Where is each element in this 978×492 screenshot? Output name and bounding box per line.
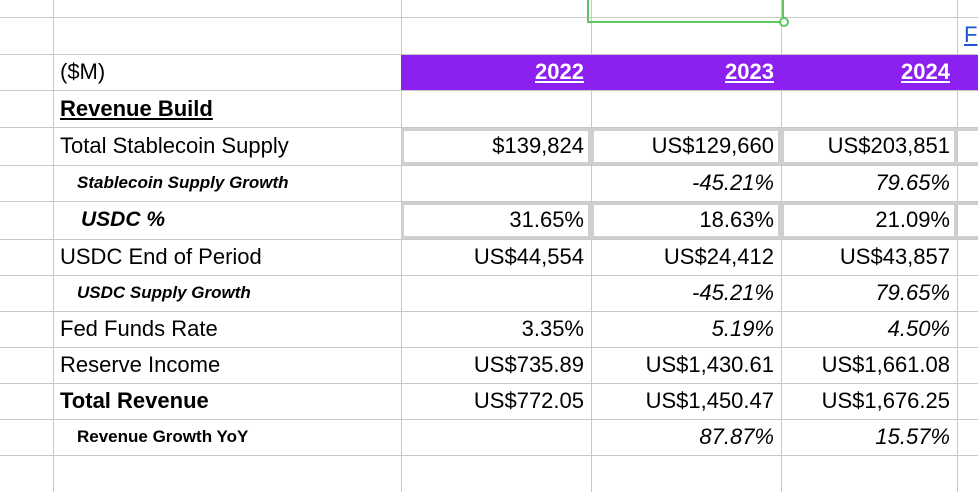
cell-2022[interactable]: US$772.05 (473, 388, 584, 413)
cell-2023[interactable]: -45.21% (692, 280, 774, 305)
bordered-cell (781, 202, 957, 239)
grid-column-divider (53, 0, 54, 492)
cell-2024[interactable]: 79.65% (875, 280, 950, 305)
grid-row-divider (0, 90, 978, 91)
grid-row-divider (0, 311, 978, 312)
bordered-cell (591, 128, 781, 165)
cell-2022[interactable]: US$44,554 (473, 244, 584, 269)
cell-2024[interactable]: 4.50% (887, 316, 950, 341)
cell-2024[interactable]: 79.65% (875, 170, 950, 195)
row-label[interactable]: Total Revenue (60, 388, 209, 413)
grid-column-divider (591, 0, 592, 492)
cell-2023[interactable]: 87.87% (699, 424, 774, 449)
section-title-revenue-build[interactable]: Revenue Build (60, 95, 213, 121)
cell-2022[interactable] (401, 165, 591, 201)
cell-2023[interactable]: US$24,412 (663, 244, 774, 269)
grid-row-divider (0, 383, 978, 384)
cell-2024[interactable]: US$203,851 (827, 133, 950, 158)
cell-2023[interactable]: US$1,430.61 (645, 352, 774, 377)
cell-2024[interactable]: US$1,661.08 (821, 352, 950, 377)
row-label[interactable]: Stablecoin Supply Growth (77, 173, 289, 192)
grid-row-divider (0, 165, 978, 166)
row-label[interactable]: Revenue Growth YoY (77, 427, 249, 446)
grid-row-divider (0, 455, 978, 456)
selection-fill-handle[interactable] (779, 17, 789, 27)
cell-selection-range[interactable] (587, 0, 784, 23)
bordered-cell (401, 128, 591, 165)
grid-column-divider (781, 0, 782, 492)
cell-2022[interactable]: 31.65% (509, 207, 584, 232)
bordered-row-total-supply (401, 128, 978, 165)
bordered-cell (781, 128, 957, 165)
bordered-cell (401, 202, 591, 239)
cell-2024[interactable]: 21.09% (875, 207, 950, 232)
cell-2022[interactable]: 3.35% (521, 316, 584, 341)
cell-2022[interactable]: US$735.89 (473, 352, 584, 377)
grid-column-divider (401, 0, 402, 492)
cell-2023[interactable]: US$1,450.47 (645, 388, 774, 413)
cell-2024[interactable]: US$1,676.25 (821, 388, 950, 413)
cell-2024[interactable]: US$43,857 (839, 244, 950, 269)
grid-row-divider (0, 17, 978, 18)
row-label[interactable]: USDC Supply Growth (77, 283, 251, 302)
grid-row-divider (0, 127, 978, 128)
bordered-cell (591, 202, 781, 239)
header-band (401, 55, 978, 90)
year-header-2023[interactable]: 2023 (725, 59, 774, 84)
grid-row-divider (0, 275, 978, 276)
cell-2023[interactable]: -45.21% (692, 170, 774, 195)
row-label[interactable]: USDC % (81, 208, 166, 231)
grid-column-divider (957, 0, 958, 492)
bordered-row-usdc-pct (401, 202, 978, 239)
cell-2022[interactable] (401, 275, 591, 311)
row-label[interactable]: Fed Funds Rate (60, 316, 218, 341)
hyperlink-fragment[interactable]: F (964, 22, 978, 47)
grid-row-divider (0, 201, 978, 202)
year-header-2022[interactable]: 2022 (535, 59, 584, 84)
cell-2022[interactable]: $139,824 (492, 133, 584, 158)
cell-2022[interactable] (401, 419, 591, 455)
units-label[interactable]: ($M) (60, 59, 106, 84)
row-label[interactable]: Reserve Income (60, 352, 221, 377)
year-header-2024[interactable]: 2024 (901, 59, 950, 84)
cell-2024[interactable]: 15.57% (875, 424, 950, 449)
row-label[interactable]: Total Stablecoin Supply (60, 133, 289, 158)
cell-2023[interactable]: 5.19% (711, 316, 774, 341)
cell-2023[interactable]: 18.63% (699, 207, 774, 232)
cell-2023[interactable]: US$129,660 (651, 133, 774, 158)
grid-row-divider (0, 239, 978, 240)
row-label[interactable]: USDC End of Period (60, 244, 262, 269)
grid-row-divider (0, 54, 978, 55)
grid-row-divider (0, 419, 978, 420)
grid-row-divider (0, 347, 978, 348)
